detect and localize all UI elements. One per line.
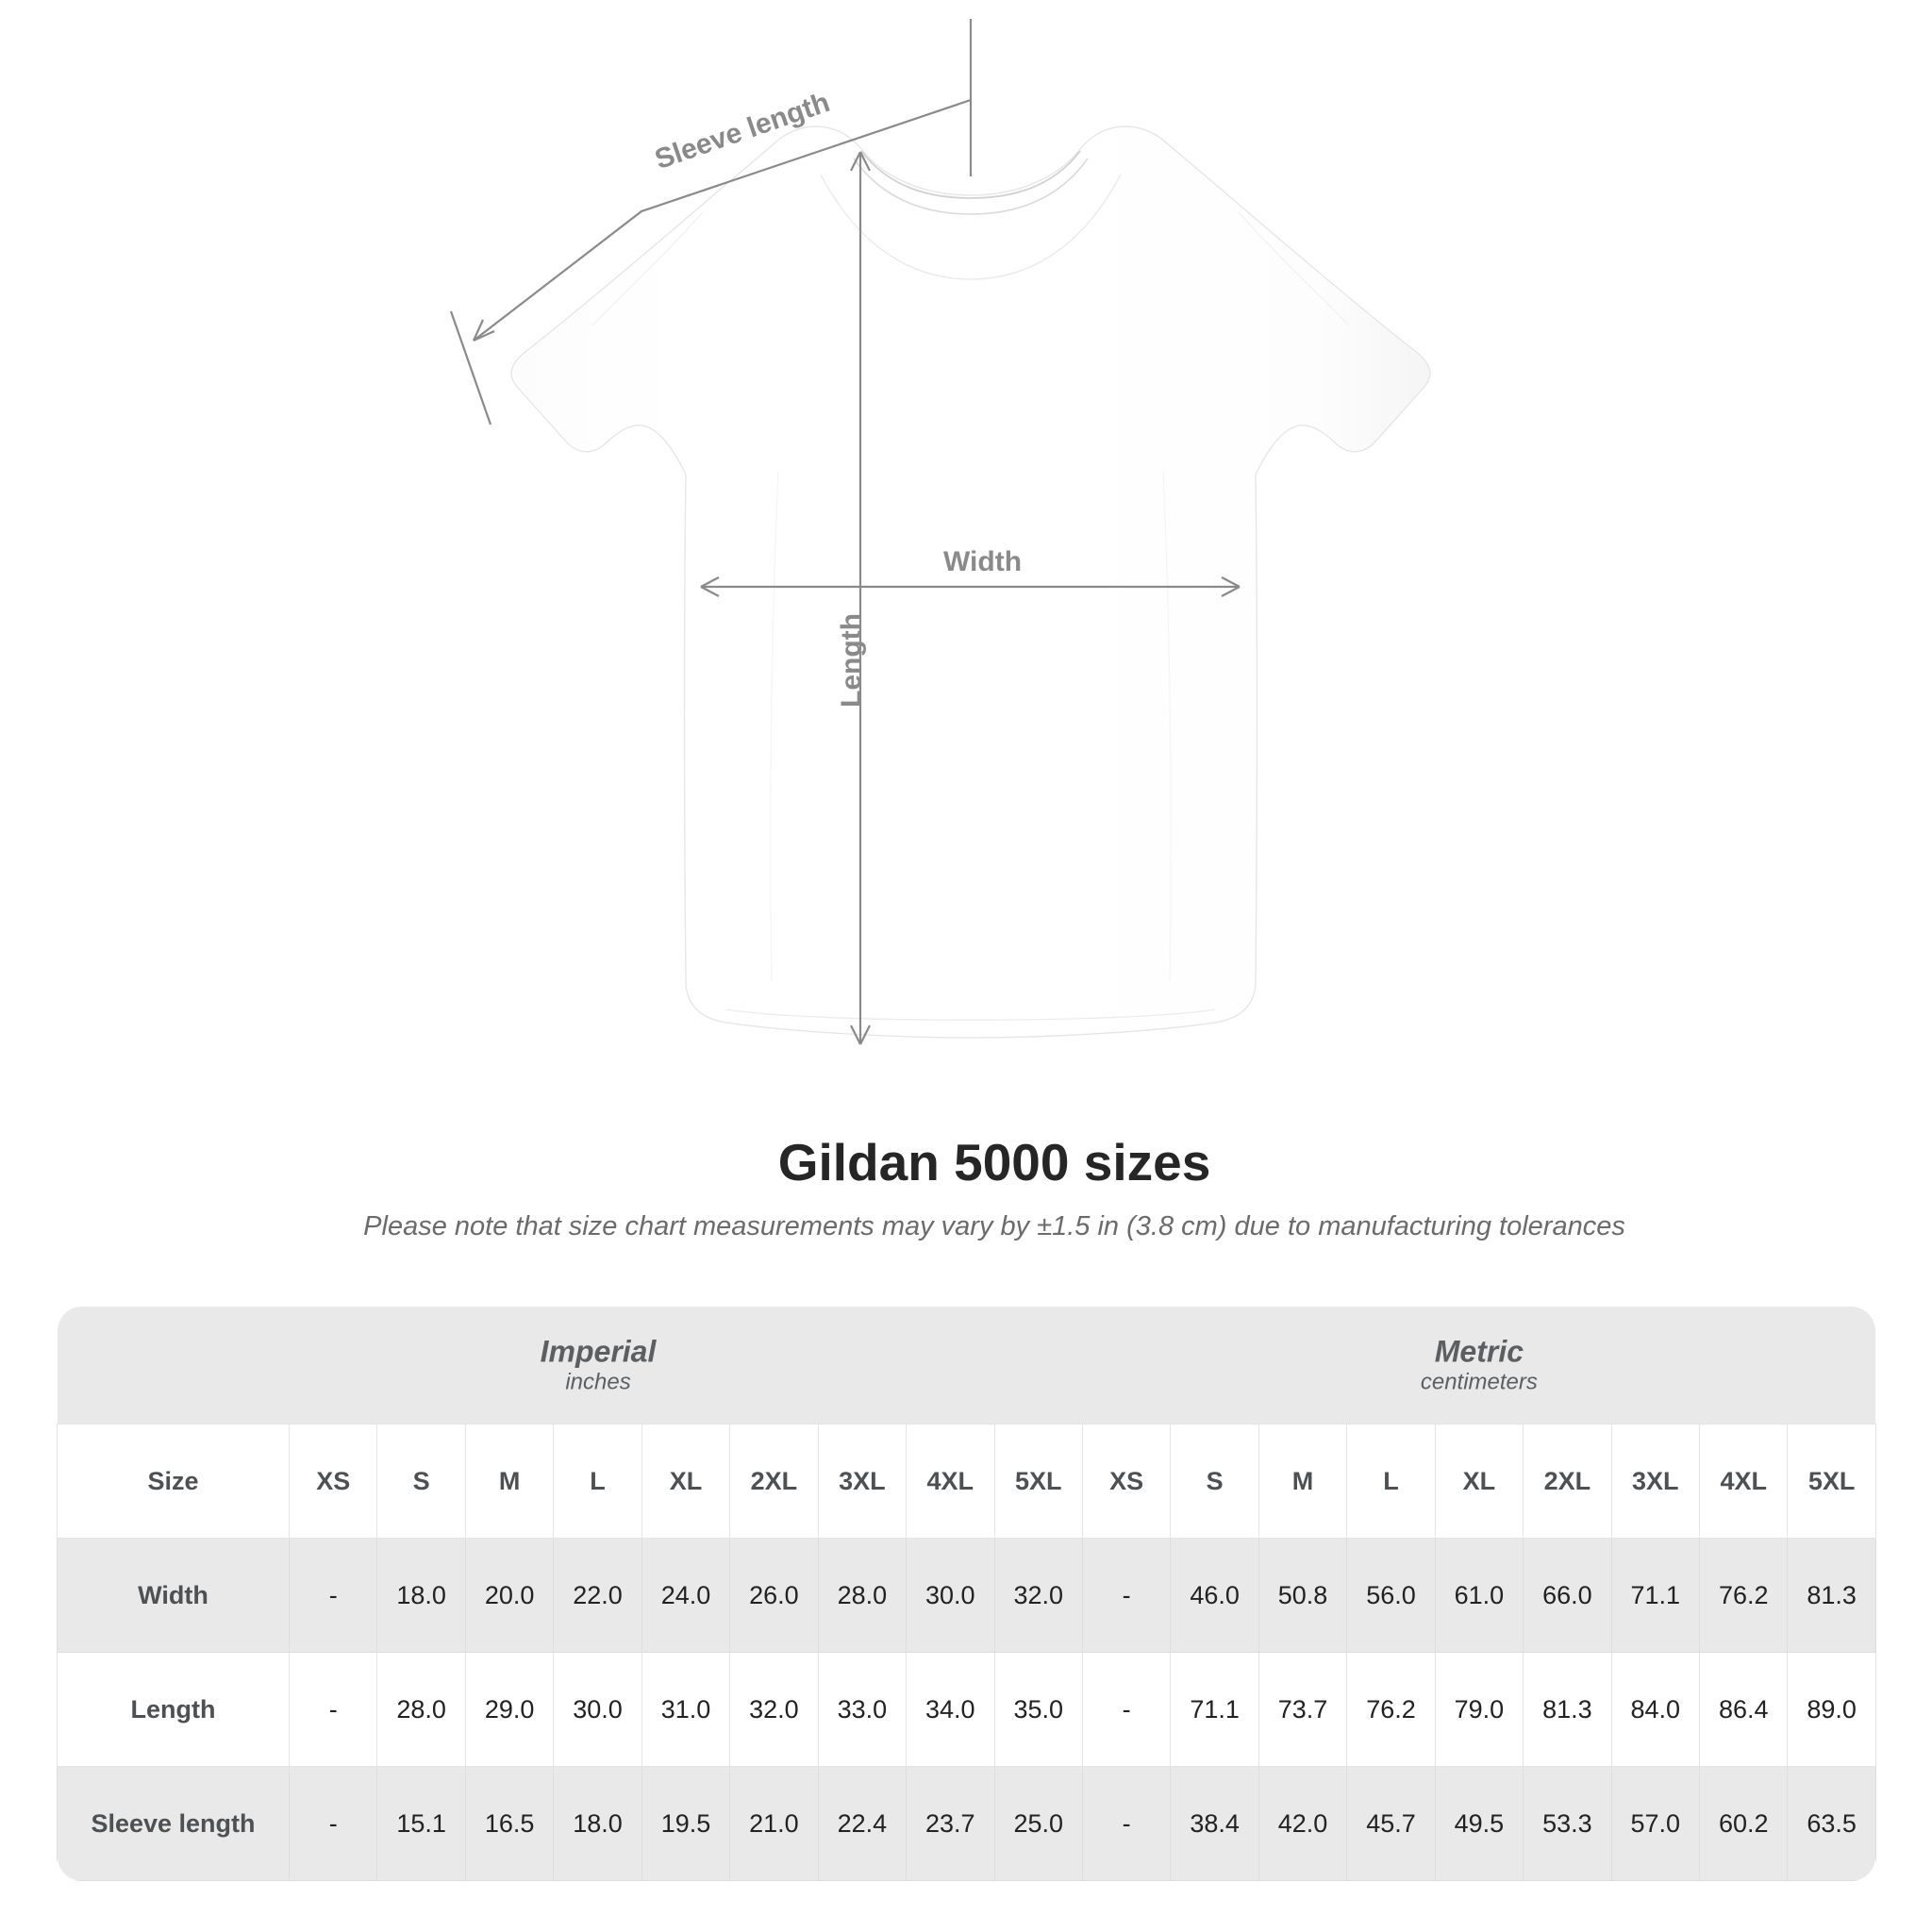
svg-text:Length: Length bbox=[836, 613, 867, 708]
svg-text:Width: Width bbox=[943, 546, 1022, 577]
